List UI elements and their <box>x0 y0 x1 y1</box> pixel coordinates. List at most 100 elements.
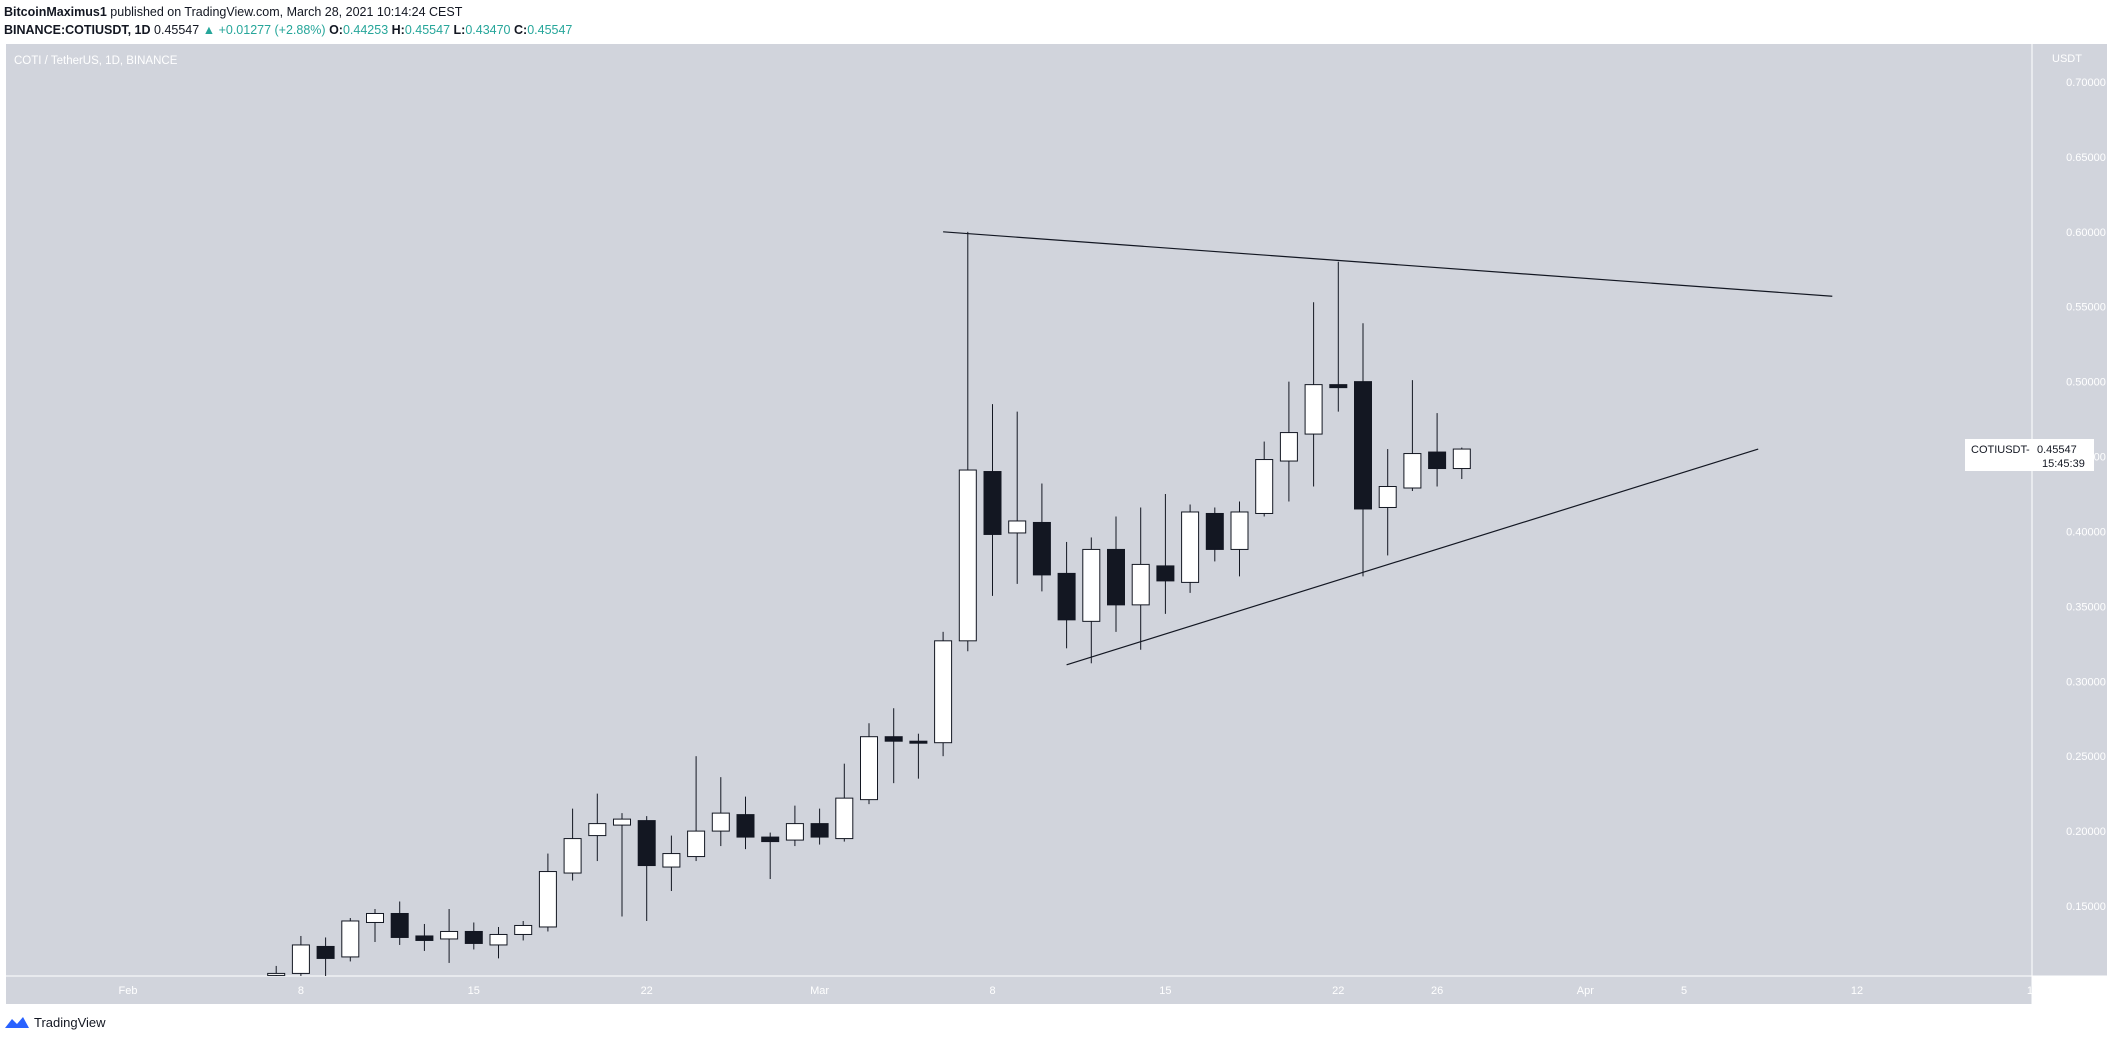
candle-body-down <box>1057 572 1076 621</box>
candle <box>1378 449 1397 556</box>
candle <box>1057 541 1076 649</box>
candle-body-up <box>1181 511 1200 583</box>
candle-body-down <box>983 471 1002 535</box>
y-tick-label: 0.60000 <box>2066 227 2106 239</box>
candle-body-up <box>366 912 384 923</box>
candle-body-up <box>514 924 533 935</box>
y-tick-label: 0.35000 <box>2066 601 2106 613</box>
y-tick-label: 0.20000 <box>2066 826 2106 838</box>
footer: TradingView <box>4 1012 106 1032</box>
candle <box>958 231 977 652</box>
x-tick-label: Apr <box>1577 985 1594 997</box>
x-tick-label: 26 <box>1431 985 1443 997</box>
candle-body-up <box>489 933 508 946</box>
y-tick-label: 0.25000 <box>2066 751 2106 763</box>
badge-price: 0.45547 <box>2037 444 2077 456</box>
candle <box>464 922 483 950</box>
candle-body-up <box>563 838 582 874</box>
tradingview-logo-icon[interactable] <box>4 1015 30 1029</box>
candle <box>1304 302 1323 487</box>
candle-body-down <box>1205 512 1224 550</box>
badge-countdown: 15:45:39 <box>2042 458 2085 470</box>
candle <box>316 937 335 976</box>
y-tick-label: 0.70000 <box>2066 77 2106 89</box>
x-tick-labels: Feb 8 15 22 Mar 8 15 22 26 Apr 5 12 1 <box>119 985 2033 997</box>
candle <box>785 805 804 847</box>
candle-body-down <box>884 736 903 742</box>
x-tick-label: Feb <box>119 985 138 997</box>
candle-body-down <box>909 740 928 744</box>
brand-name[interactable]: TradingView <box>34 1014 106 1030</box>
candle <box>538 853 557 932</box>
trendline-support[interactable] <box>1066 448 1759 666</box>
candle-body-up <box>291 944 310 974</box>
open-value: 0.44253 <box>342 23 389 37</box>
published-text: published on TradingView.com, March 28, … <box>110 5 463 19</box>
candle <box>1279 381 1298 502</box>
candle <box>687 756 706 862</box>
candle-body-up <box>934 640 953 744</box>
candle <box>1255 441 1274 517</box>
symbol-label: BINANCE:COTIUSDT, 1D <box>4 23 151 37</box>
candle-body-up <box>860 736 878 801</box>
candle-body-up <box>538 871 557 928</box>
candle <box>1230 501 1249 577</box>
candle-body-down <box>736 814 755 838</box>
trendlines[interactable] <box>943 231 1833 666</box>
candle <box>1131 507 1150 650</box>
candle <box>761 832 780 880</box>
candle-body-down <box>1032 521 1051 576</box>
candle <box>267 965 286 976</box>
candle <box>1032 483 1051 592</box>
candle-body-up <box>613 818 631 826</box>
candle-body-up <box>1008 520 1027 534</box>
candle <box>1205 507 1224 562</box>
candle <box>489 926 508 959</box>
candle <box>563 808 582 881</box>
x-tick-label: 5 <box>1681 985 1687 997</box>
current-price-badge: COTIUSDT - 0.45547 15:45:39 <box>1965 439 2094 471</box>
high-label: H: <box>391 23 405 37</box>
x-tick-label: 8 <box>989 985 995 997</box>
candle <box>1428 413 1447 487</box>
candle <box>390 901 409 945</box>
plot-area[interactable] <box>6 44 2032 976</box>
candle <box>810 808 829 845</box>
candle <box>934 631 953 757</box>
candle <box>613 813 631 917</box>
candle-body-down <box>761 836 780 843</box>
candle <box>1156 494 1175 614</box>
up-triangle-icon: ▲ <box>202 23 216 37</box>
candle <box>588 793 607 862</box>
candle <box>835 763 854 842</box>
close-value: 0.45547 <box>527 23 573 37</box>
candle <box>514 920 533 941</box>
candle-body-up <box>1279 432 1298 462</box>
author-name[interactable]: BitcoinMaximus1 <box>4 5 107 19</box>
candle <box>884 708 903 784</box>
candle <box>1181 504 1200 593</box>
price-axis[interactable] <box>2032 44 2107 976</box>
candle <box>366 908 384 942</box>
x-tick-label: 8 <box>298 985 304 997</box>
low-label: L: <box>453 23 466 37</box>
x-tick-label: Mar <box>810 985 829 997</box>
trendline-resistance[interactable] <box>943 231 1833 297</box>
candle-body-up <box>1082 548 1101 622</box>
y-tick-label: 0.50000 <box>2066 377 2106 389</box>
candle-body-up <box>341 920 360 958</box>
x-tick-label: 15 <box>468 985 480 997</box>
y-tick-label: 0.40000 <box>2066 526 2106 538</box>
candle <box>1107 516 1125 632</box>
candle-body-up <box>687 830 706 858</box>
candle-body-up <box>1378 486 1397 508</box>
candle-body-up <box>1403 453 1422 489</box>
candle-body-up <box>1230 511 1249 550</box>
candle-body-down <box>637 820 656 867</box>
candle <box>1354 323 1372 577</box>
y-tick-label: 0.30000 <box>2066 676 2106 688</box>
time-axis[interactable] <box>6 976 2032 1004</box>
x-tick-label: 22 <box>641 985 653 997</box>
open-label: O: <box>329 23 343 37</box>
